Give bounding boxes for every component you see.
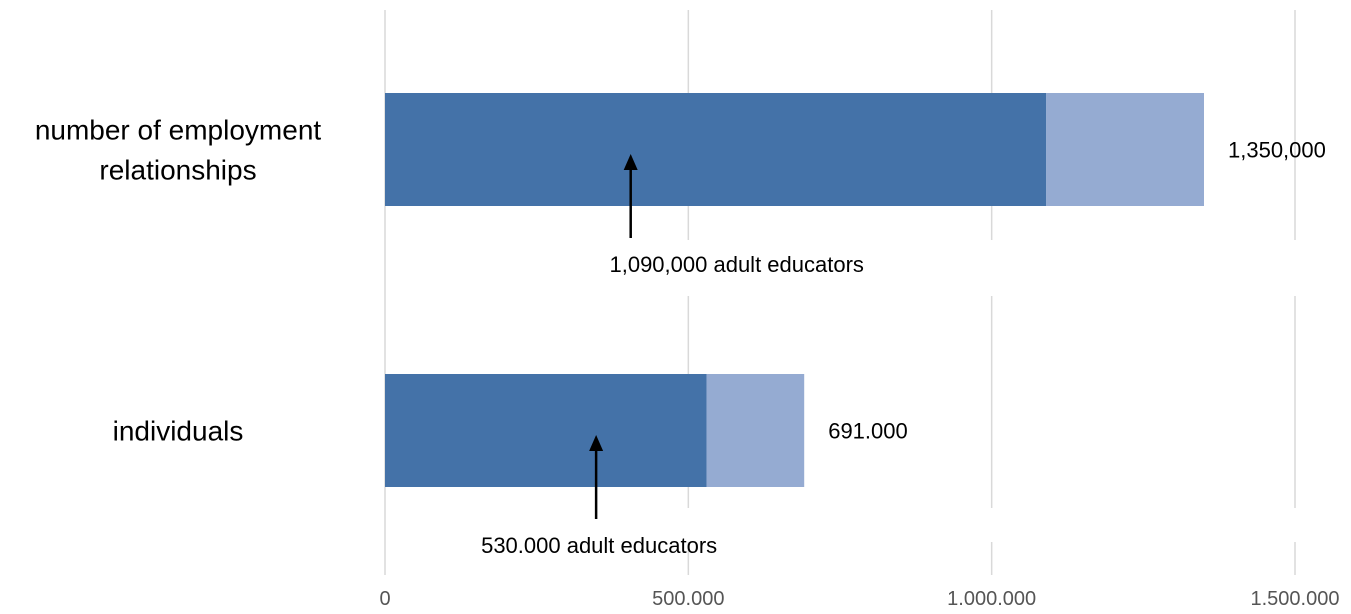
x-tick-label: 0 bbox=[379, 588, 390, 610]
annotation-label: 1,090,000 adult educators bbox=[609, 252, 863, 277]
bars bbox=[385, 93, 1204, 487]
x-tick-label: 1.500.000 bbox=[1251, 588, 1340, 610]
annotation-arrow-head bbox=[623, 154, 638, 170]
annotations: 1,090,000 adult educators 530.000 adult e… bbox=[481, 154, 864, 558]
annotation-label: 530.000 adult educators bbox=[481, 533, 717, 558]
bar-segment bbox=[385, 374, 707, 487]
annotation-arrow-head bbox=[589, 435, 604, 451]
bar-segment bbox=[706, 374, 805, 487]
labels: 0 500.000 1.000.000 1.500.000 1,350,000 numbe… bbox=[35, 115, 1340, 611]
x-tick-label: 1.000.000 bbox=[947, 588, 1036, 610]
category-label: relationships bbox=[99, 155, 256, 186]
bar-segment bbox=[1046, 93, 1204, 206]
total-value-label: 691.000 bbox=[828, 419, 908, 444]
category-label: number of employment bbox=[35, 115, 322, 146]
category-label: individuals bbox=[113, 416, 244, 447]
x-tick-label: 500.000 bbox=[652, 588, 724, 610]
bar-segment bbox=[385, 93, 1047, 206]
total-value-label: 1,350,000 bbox=[1228, 138, 1326, 163]
